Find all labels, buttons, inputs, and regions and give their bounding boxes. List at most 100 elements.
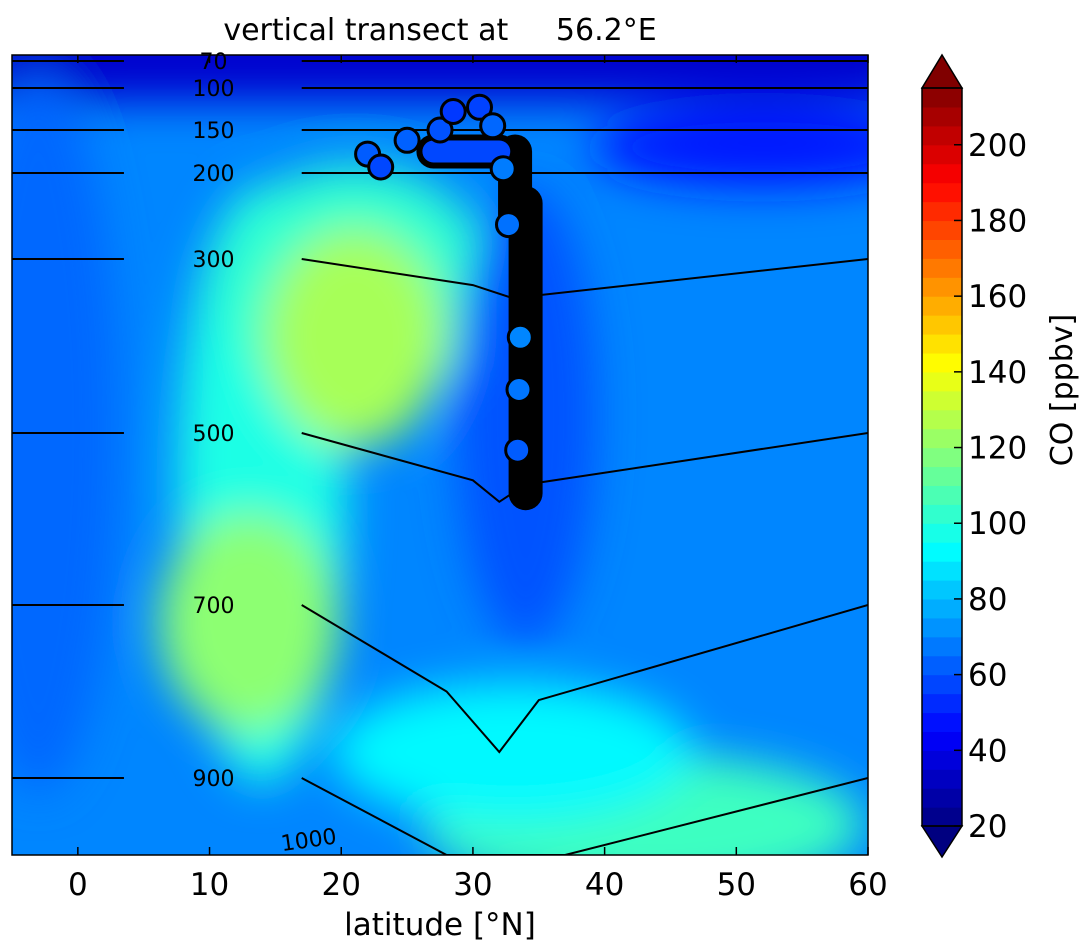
colorbar-tick-label: 60 [968, 658, 1007, 694]
x-axis-label: latitude [°N] [344, 907, 536, 943]
track-point [426, 116, 454, 144]
colorbar-segment [922, 504, 962, 524]
upper-low-lobe [592, 107, 868, 188]
plot-area [12, 55, 868, 855]
colorbar-segment [922, 220, 962, 240]
pressure-contours [12, 60, 868, 855]
colorbar-segment [922, 277, 962, 297]
colorbar-segment [922, 580, 962, 600]
co-field [12, 55, 868, 855]
colorbar-segment [922, 542, 962, 562]
colorbar-segment [922, 674, 962, 695]
colorbar-segment [922, 296, 962, 316]
colorbar-segment [922, 598, 962, 619]
colorbar-segment [922, 807, 962, 827]
x-tick-label: 20 [322, 867, 361, 903]
colorbar-tick-label: 40 [968, 733, 1007, 769]
track-point [393, 126, 421, 154]
lower-cyan-band [332, 682, 693, 823]
contour-label: 700 [192, 594, 234, 619]
track-point [505, 376, 533, 403]
colorbar-segment [922, 788, 962, 808]
track-point [439, 98, 467, 125]
x-tick-label: 10 [190, 867, 229, 903]
colorbar-tick-label: 160 [968, 279, 1027, 315]
co-maximum [264, 227, 445, 448]
contour-label: 100 [192, 77, 234, 102]
track-point [504, 436, 532, 464]
contour-label: 200 [192, 162, 234, 187]
isobar-line [301, 258, 868, 300]
colorbar-segment [922, 693, 962, 714]
field-features [12, 55, 868, 855]
track-point [489, 155, 517, 183]
plot-frame [11, 54, 869, 856]
isobar-line [301, 432, 868, 504]
colorbar-segment [922, 239, 962, 259]
colorbar-segment [922, 163, 962, 184]
colorbar-extend-bottom [920, 825, 964, 859]
colorbar-segment [922, 390, 962, 411]
track-point [506, 323, 534, 351]
colorbar-tick-label: 140 [968, 355, 1027, 391]
colorbar-segment [922, 712, 962, 732]
co-maximum [159, 512, 340, 733]
colorbar-segment [922, 106, 962, 127]
colorbar-tick-label: 120 [968, 431, 1027, 467]
contour-label: 500 [192, 422, 234, 447]
colorbar-segment [922, 561, 962, 581]
colorbar-segment [922, 315, 962, 335]
colorbar-tick-label: 200 [968, 128, 1027, 164]
colorbar-tick-label: 20 [968, 809, 1007, 845]
colorbar-segment [922, 617, 962, 638]
colorbar-frame [921, 87, 963, 827]
x-tick-label: 60 [848, 867, 887, 903]
colorbar-segment [922, 258, 962, 278]
colorbar-segment [922, 731, 962, 751]
track-point [367, 153, 395, 181]
colorbar-segment [922, 201, 962, 222]
x-tick-label: 30 [453, 867, 492, 903]
colorbar-segment [922, 769, 962, 789]
colorbar-segment [922, 750, 962, 770]
colorbar-segment [922, 125, 962, 146]
colorbar-segment [922, 371, 962, 392]
colorbar-segment [922, 466, 962, 486]
x-tick-label: 40 [585, 867, 624, 903]
upper-low-band [12, 55, 868, 101]
x-tick-label: 0 [68, 867, 88, 903]
colorbar-segment [922, 334, 962, 354]
isobar-line [301, 777, 868, 855]
track-point [479, 112, 507, 140]
colorbar-segment [922, 485, 962, 505]
colorbar-label: CO [ppbv] [1045, 314, 1080, 466]
chart-title: vertical transect at 56.2°E [223, 13, 656, 48]
x-axis: 0 10 20 30 40 50 60 [68, 55, 888, 903]
colorbar: 20 40 60 80 100 120 140 160 180 200 [920, 53, 1027, 859]
contour-label: 70 [199, 50, 227, 75]
colorbar-segment [922, 88, 962, 108]
track-point [495, 211, 522, 239]
x-tick-label: 50 [717, 867, 756, 903]
colorbar-extend-top [920, 53, 964, 89]
contour-label: 900 [192, 767, 234, 792]
colorbar-segment [922, 428, 962, 449]
colorbar-segment [922, 636, 962, 657]
colorbar-tick-label: 180 [968, 203, 1027, 239]
contour-label: 300 [192, 248, 234, 273]
colorbar-tick-label: 80 [968, 582, 1007, 618]
flight-track [354, 93, 543, 511]
colorbar-segment [922, 523, 962, 543]
colorbar-segment [922, 447, 962, 468]
colorbar-segment [922, 655, 962, 676]
colorbar-segment [922, 144, 962, 165]
colorbar-segment [922, 352, 962, 373]
colorbar-tick-label: 100 [968, 506, 1027, 542]
track-point [466, 93, 493, 121]
isobar-line [301, 604, 868, 754]
colorbar-segment [922, 409, 962, 430]
colorbar-segment [922, 182, 962, 203]
contour-label: 150 [192, 119, 234, 144]
